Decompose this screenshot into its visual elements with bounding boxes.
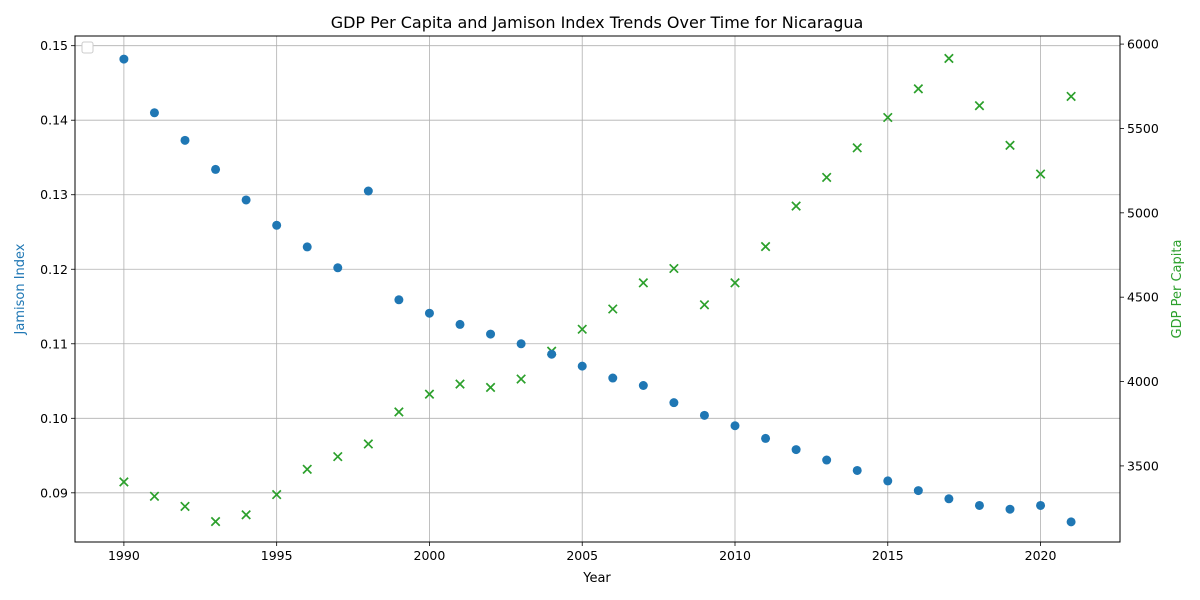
jamison-index-point (822, 455, 832, 465)
jamison-index-point (1005, 504, 1015, 514)
jamison-index-point (669, 398, 679, 408)
x-tick-label: 1995 (261, 548, 293, 563)
chart-title: GDP Per Capita and Jamison Index Trends … (331, 13, 864, 32)
gdp-per-capita-point (119, 477, 129, 487)
y-left-tick-label: 0.14 (40, 113, 68, 128)
legend-box (81, 41, 94, 54)
gdp-per-capita-point (1005, 140, 1015, 151)
x-tick-label: 2010 (719, 548, 751, 563)
y-left-tick-label: 0.11 (40, 336, 68, 351)
gdp-per-capita-point (607, 304, 618, 314)
jamison-index-point (974, 500, 984, 510)
y-right-tick-label: 3500 (1127, 458, 1159, 473)
gdp-per-capita-point (394, 407, 404, 417)
jamison-index-point (241, 195, 251, 205)
gdp-per-capita-point (485, 382, 496, 393)
jamison-index-point (149, 108, 159, 118)
jamison-index-point (944, 494, 954, 504)
gdp-per-capita-point (944, 53, 954, 64)
gdp-per-capita-point (821, 172, 832, 183)
jamison-index-point (486, 329, 496, 339)
y-axis-right: 3500 4000 4500 5000 5500 6000 (1120, 37, 1159, 473)
jamison-index-point (424, 308, 434, 318)
y-axis-left: 0.09 0.10 0.11 0.12 0.13 0.14 0.15 (40, 38, 75, 500)
gdp-per-capita-point (180, 501, 190, 512)
jamison-index-point (883, 476, 893, 486)
jamison-index-point (119, 54, 129, 64)
gdp-per-capita-point (913, 84, 924, 94)
jamison-index-point (455, 319, 465, 329)
jamison-index-point (638, 381, 648, 391)
gdp-per-capita-point (363, 439, 374, 449)
gdp-per-capita-point (1035, 169, 1046, 179)
gdp-per-capita-point (791, 201, 801, 211)
x-axis: 1990 1995 2000 2005 2010 2015 2020 (108, 542, 1057, 563)
y-left-tick-label: 0.10 (40, 411, 68, 426)
x-tick-label: 1990 (108, 548, 140, 563)
gdp-per-capita-point (302, 464, 313, 475)
gdp-per-capita-point (271, 489, 282, 500)
jamison-index-point (180, 135, 190, 145)
gdp-per-capita-point (516, 374, 526, 384)
gdp-per-capita-point (455, 379, 465, 389)
jamison-index-point (608, 373, 618, 383)
jamison-index-point (333, 263, 343, 273)
gdp-per-capita-point (149, 491, 160, 502)
gdp-per-capita-point (577, 324, 588, 335)
gdp-per-capita-point (332, 451, 343, 462)
y-left-tick-label: 0.09 (40, 485, 68, 500)
y-right-tick-label: 5000 (1127, 205, 1159, 220)
gdp-per-capita-point (241, 510, 251, 520)
plot-marks (119, 53, 1076, 527)
jamison-index-point (302, 242, 312, 252)
jamison-index-point (1036, 500, 1046, 510)
y-left-tick-label: 0.12 (40, 262, 68, 277)
gdp-per-capita-point (669, 263, 679, 274)
x-tick-label: 2005 (566, 548, 598, 563)
grid-lines (75, 36, 1120, 542)
y-axis-right-title: GDP Per Capita (1170, 240, 1185, 339)
x-axis-title: Year (582, 571, 611, 586)
jamison-index-point (394, 295, 404, 305)
y-right-tick-label: 6000 (1127, 37, 1159, 52)
gdp-per-capita-point (699, 299, 710, 310)
y-left-tick-label: 0.15 (40, 38, 68, 53)
gdp-per-capita-point (974, 100, 985, 111)
jamison-index-point (211, 164, 221, 174)
x-tick-label: 2000 (414, 548, 446, 563)
y-right-tick-label: 4500 (1127, 290, 1159, 305)
jamison-index-point (1066, 517, 1076, 527)
plot-frame (74, 35, 1121, 543)
gdp-per-capita-point (852, 143, 863, 153)
jamison-index-point (730, 421, 740, 431)
jamison-index-point (791, 445, 801, 455)
y-right-tick-label: 5500 (1127, 121, 1159, 136)
y-right-tick-label: 4000 (1127, 374, 1159, 389)
gdp-per-capita-point (730, 278, 740, 288)
x-tick-label: 2020 (1025, 548, 1057, 563)
gdp-per-capita-point (1066, 91, 1076, 102)
y-axis-left-title: Jamison Index (13, 243, 28, 335)
gdp-per-capita-point (760, 241, 771, 252)
jamison-index-point (516, 339, 526, 349)
jamison-index-point (761, 433, 771, 443)
gdp-per-capita-point (882, 112, 893, 123)
jamison-index-point (852, 465, 862, 475)
jamison-index-point (547, 349, 557, 359)
jamison-index-point (363, 186, 373, 196)
jamison-index-point (272, 220, 282, 230)
gdp-per-capita-point (424, 389, 435, 400)
x-tick-label: 2015 (872, 548, 904, 563)
gdp-per-capita-point (210, 516, 221, 527)
jamison-index-point (699, 410, 709, 420)
y-left-tick-label: 0.13 (40, 187, 68, 202)
jamison-index-point (577, 361, 587, 371)
gdp-per-capita-point (638, 278, 649, 288)
jamison-index-point (913, 486, 923, 496)
